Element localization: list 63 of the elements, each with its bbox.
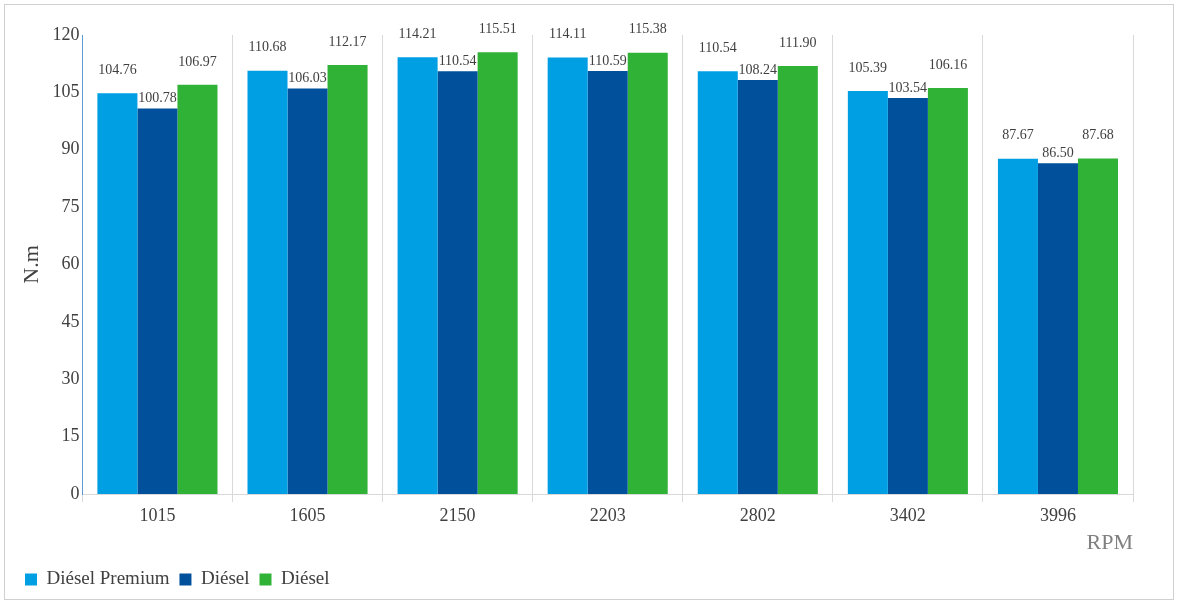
x-tick-label: 2203 bbox=[589, 504, 626, 525]
bar bbox=[887, 97, 928, 494]
data-label: 115.51 bbox=[478, 20, 517, 36]
data-label: 115.38 bbox=[628, 21, 667, 37]
bar bbox=[627, 52, 668, 494]
data-label: 108.24 bbox=[738, 61, 778, 77]
bar bbox=[1077, 158, 1118, 494]
data-label: 104.76 bbox=[98, 61, 137, 77]
y-tick-label: 90 bbox=[61, 138, 80, 159]
legend-label: Diésel bbox=[280, 567, 330, 589]
data-label: 112.17 bbox=[328, 33, 367, 49]
legend-label: Diésel Premium bbox=[46, 567, 170, 589]
y-axis-title: N.m bbox=[17, 245, 43, 284]
data-label: 106.16 bbox=[928, 56, 968, 72]
y-tick-label: 15 bbox=[61, 425, 80, 446]
y-tick-label: 120 bbox=[52, 23, 80, 44]
bar bbox=[737, 79, 778, 494]
data-label: 105.39 bbox=[848, 59, 888, 75]
bar bbox=[847, 90, 888, 494]
data-label: 110.54 bbox=[698, 39, 737, 55]
x-tick-label: 3996 bbox=[1039, 504, 1076, 525]
data-label: 111.90 bbox=[779, 34, 817, 50]
bar bbox=[327, 64, 368, 494]
bar bbox=[247, 70, 288, 494]
data-label: 114.21 bbox=[398, 25, 437, 41]
data-label: 86.50 bbox=[1042, 144, 1074, 160]
data-label: 100.78 bbox=[138, 90, 177, 106]
data-label: 87.67 bbox=[1002, 127, 1034, 143]
bar bbox=[137, 108, 178, 494]
x-axis-title: RPM bbox=[1086, 528, 1133, 554]
data-label: 103.54 bbox=[888, 79, 928, 95]
legend-label: Diésel bbox=[200, 567, 250, 589]
data-label: 87.68 bbox=[1082, 127, 1114, 143]
bar bbox=[1037, 163, 1078, 494]
bar bbox=[777, 65, 818, 494]
y-tick-label: 105 bbox=[52, 81, 80, 102]
x-tick-label: 1605 bbox=[289, 504, 326, 525]
y-tick-label: 75 bbox=[61, 195, 80, 216]
bar bbox=[927, 87, 968, 494]
bar bbox=[397, 57, 438, 494]
x-tick-label: 1015 bbox=[139, 504, 176, 525]
data-label: 110.59 bbox=[588, 52, 627, 68]
y-tick-label: 45 bbox=[61, 310, 80, 331]
y-tick-label: 0 bbox=[70, 482, 80, 503]
bar bbox=[997, 158, 1038, 494]
bar bbox=[437, 71, 478, 494]
bar bbox=[697, 71, 738, 494]
x-tick-label: 2150 bbox=[439, 504, 476, 525]
data-label: 110.54 bbox=[438, 52, 477, 68]
x-tick-label: 3402 bbox=[889, 504, 926, 525]
y-tick-label: 60 bbox=[61, 253, 80, 274]
data-label: 110.68 bbox=[248, 39, 287, 55]
bar bbox=[477, 52, 518, 494]
bar bbox=[587, 70, 628, 494]
bar bbox=[287, 88, 328, 494]
x-tick-label: 2802 bbox=[739, 504, 776, 525]
data-label: 106.97 bbox=[178, 53, 217, 69]
data-label: 106.03 bbox=[288, 70, 327, 86]
y-tick-label: 30 bbox=[61, 367, 80, 388]
bar bbox=[547, 57, 588, 494]
data-label: 114.11 bbox=[548, 26, 587, 42]
bar bbox=[177, 84, 218, 494]
bar bbox=[97, 93, 138, 494]
